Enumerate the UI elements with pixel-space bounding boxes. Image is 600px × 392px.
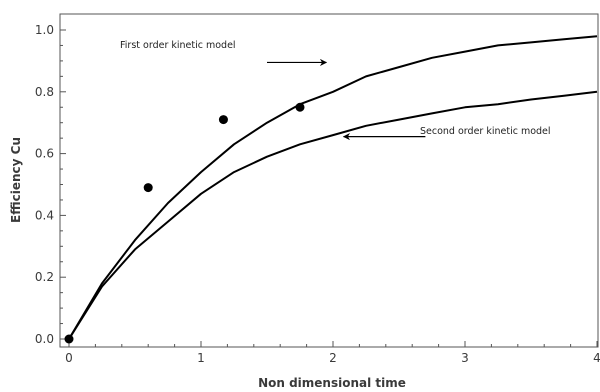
y-tick-label: 0.2 <box>35 270 54 284</box>
x-tick-label: 0 <box>65 351 73 365</box>
data-point <box>64 334 74 344</box>
data-point <box>218 115 228 125</box>
curves <box>68 35 598 340</box>
x-tick-label: 3 <box>461 351 469 365</box>
plot-frame <box>59 13 599 348</box>
x-tick-label: 2 <box>329 351 337 365</box>
y-tick-label: 0.0 <box>35 332 54 346</box>
y-tick-label: 0.8 <box>35 85 54 99</box>
first-order-curve <box>68 35 598 340</box>
annotation-label: First order kinetic model <box>120 40 236 51</box>
axes: 0 1 2 3 4 0.0 0.2 0.4 0.6 0.8 1.0 <box>35 13 600 365</box>
data-points <box>64 102 305 344</box>
y-tick-label: 0.6 <box>35 147 54 161</box>
y-axis-title: Efficiency Cu <box>9 137 23 223</box>
y-tick-label: 1.0 <box>35 23 54 37</box>
data-point <box>143 183 153 193</box>
data-point <box>295 102 305 112</box>
x-tick-label: 1 <box>197 351 205 365</box>
x-axis-title: Non dimensional time <box>258 376 406 390</box>
annotation-label: Second order kinetic model <box>420 126 551 137</box>
x-tick-label: 4 <box>593 351 600 365</box>
annotations: First order kinetic model Second order ki… <box>120 40 551 141</box>
second-order-curve <box>68 90 598 340</box>
y-tick-label: 0.4 <box>35 208 54 222</box>
